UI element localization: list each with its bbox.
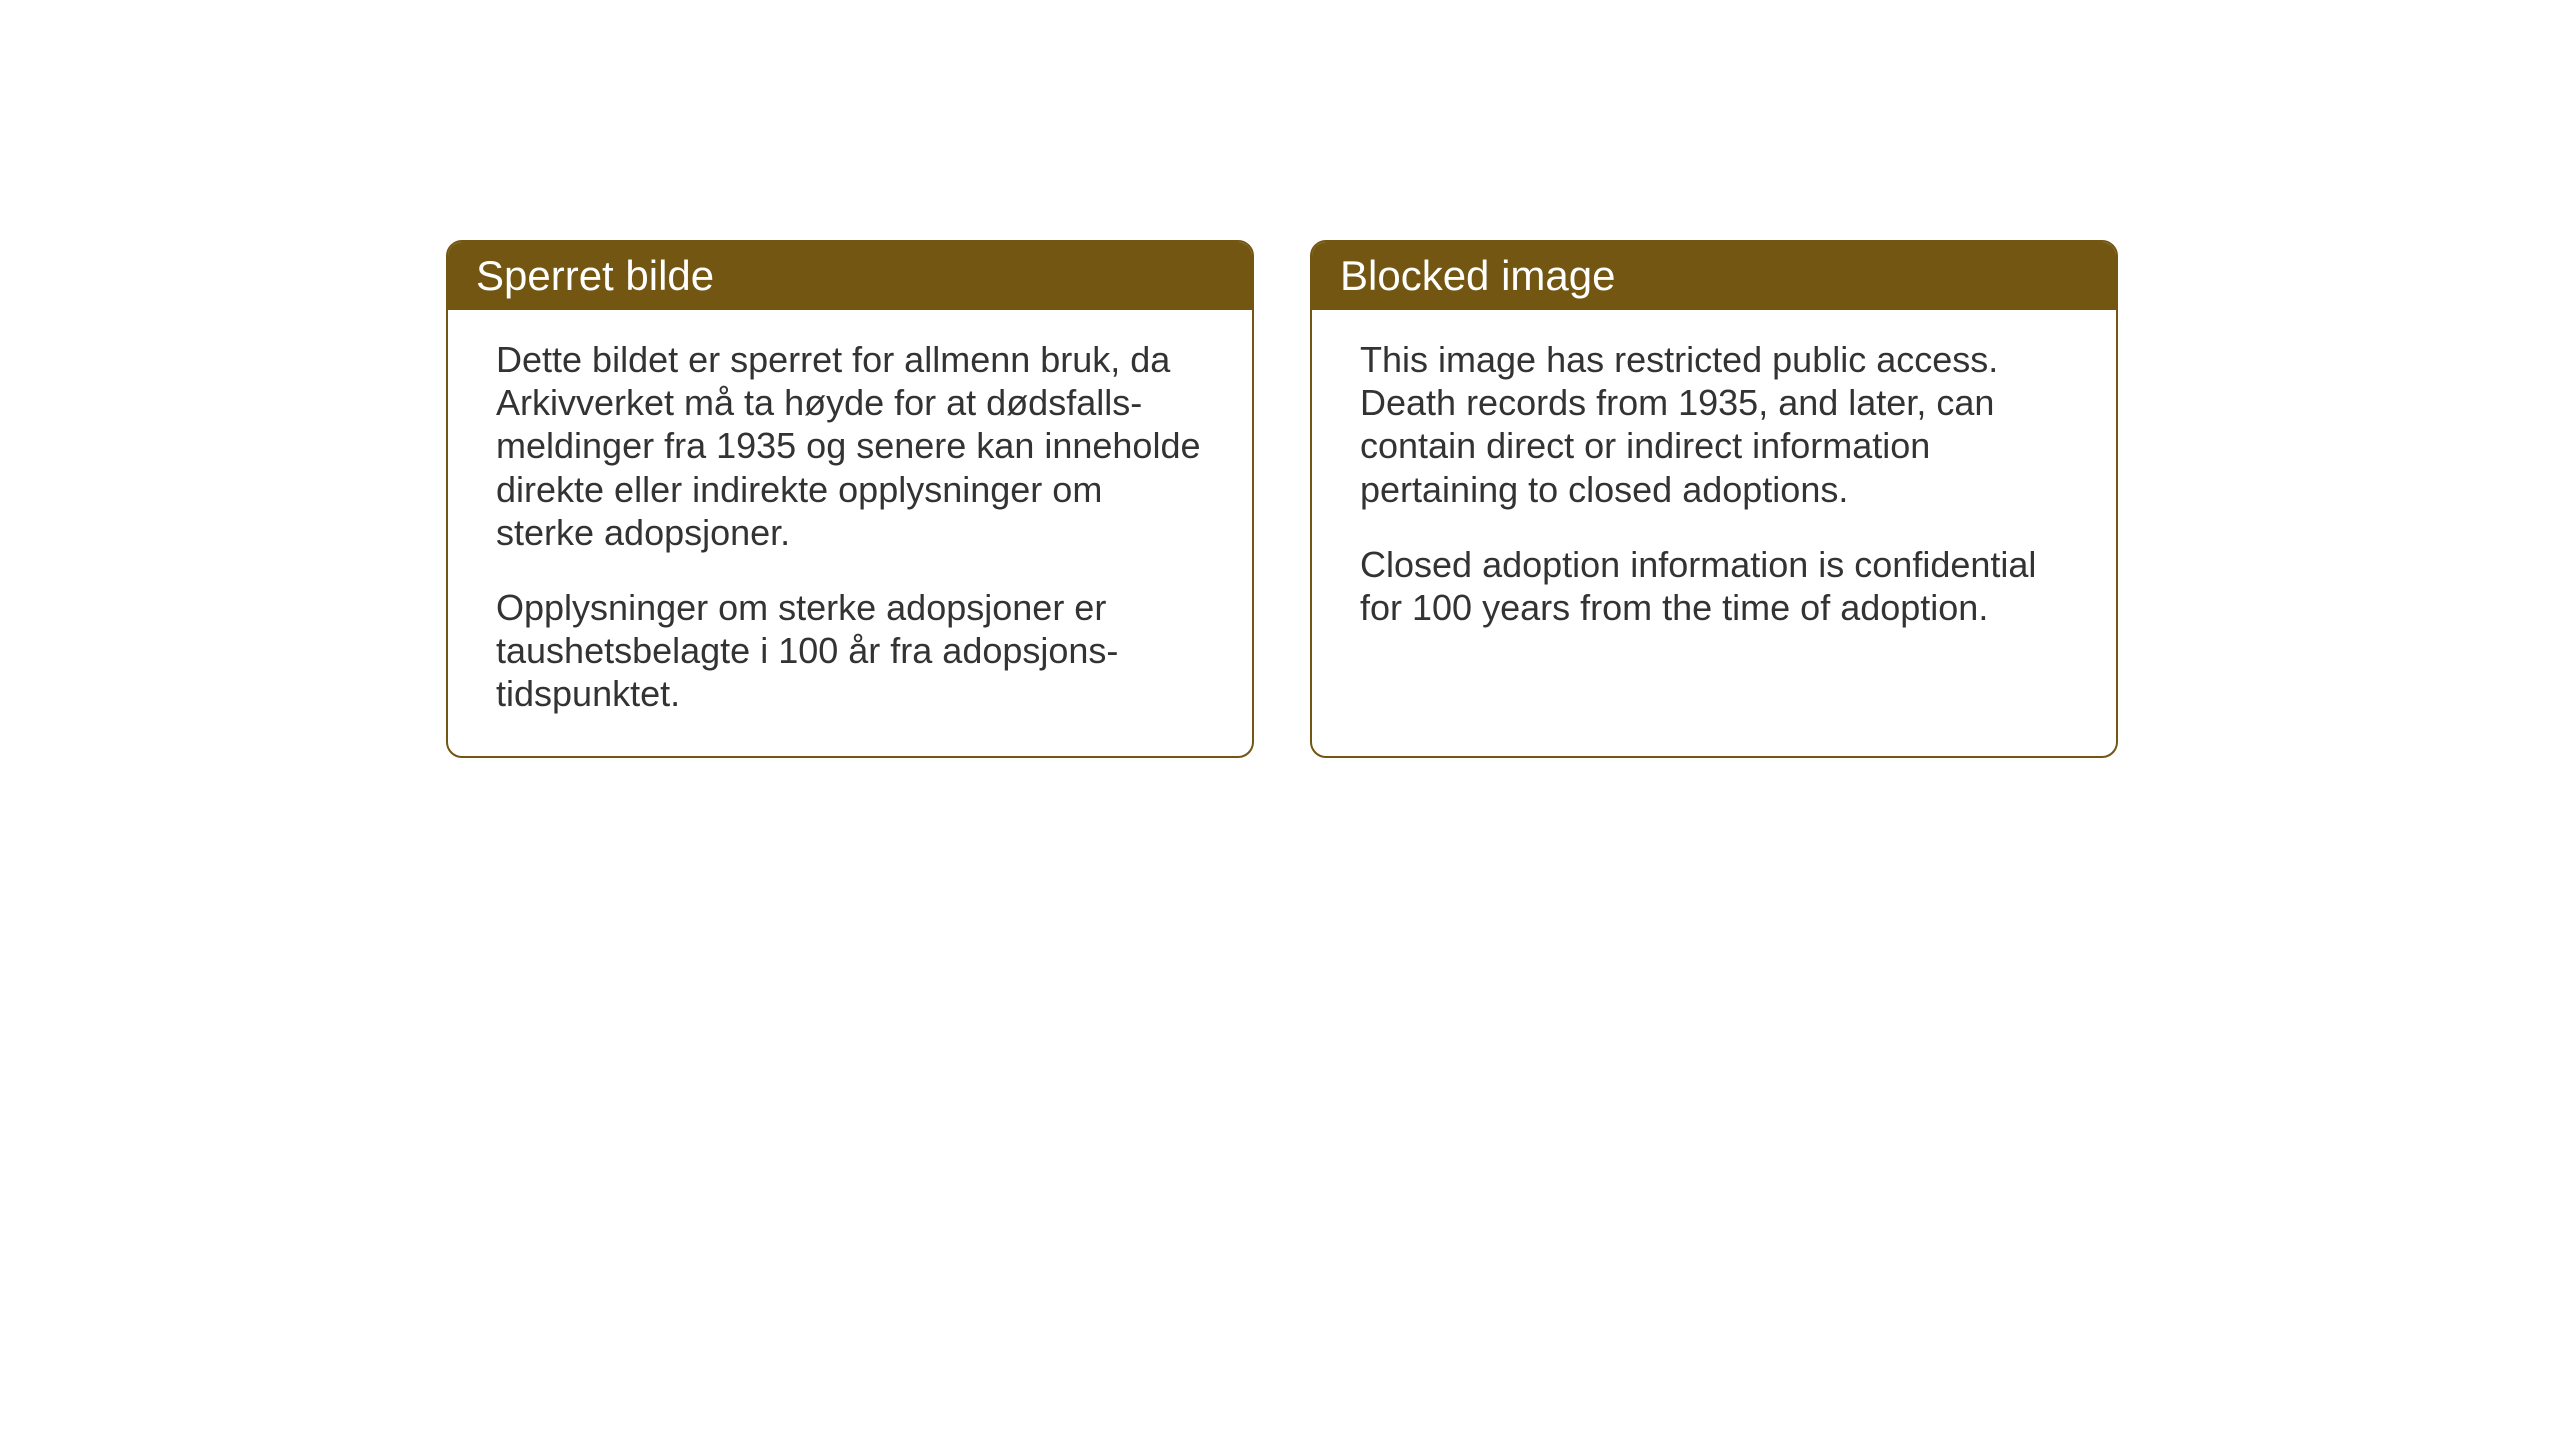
english-card: Blocked image This image has restricted … (1310, 240, 2118, 758)
english-paragraph-2: Closed adoption information is confident… (1360, 543, 2068, 629)
cards-container: Sperret bilde Dette bildet er sperret fo… (446, 240, 2118, 758)
norwegian-card-body: Dette bildet er sperret for allmenn bruk… (448, 310, 1252, 756)
norwegian-card: Sperret bilde Dette bildet er sperret fo… (446, 240, 1254, 758)
norwegian-card-header: Sperret bilde (448, 242, 1252, 310)
norwegian-card-title: Sperret bilde (476, 252, 714, 299)
norwegian-paragraph-1: Dette bildet er sperret for allmenn bruk… (496, 338, 1204, 554)
norwegian-paragraph-2: Opplysninger om sterke adopsjoner er tau… (496, 586, 1204, 716)
english-card-header: Blocked image (1312, 242, 2116, 310)
english-card-title: Blocked image (1340, 252, 1615, 299)
english-paragraph-1: This image has restricted public access.… (1360, 338, 2068, 511)
english-card-body: This image has restricted public access.… (1312, 310, 2116, 669)
